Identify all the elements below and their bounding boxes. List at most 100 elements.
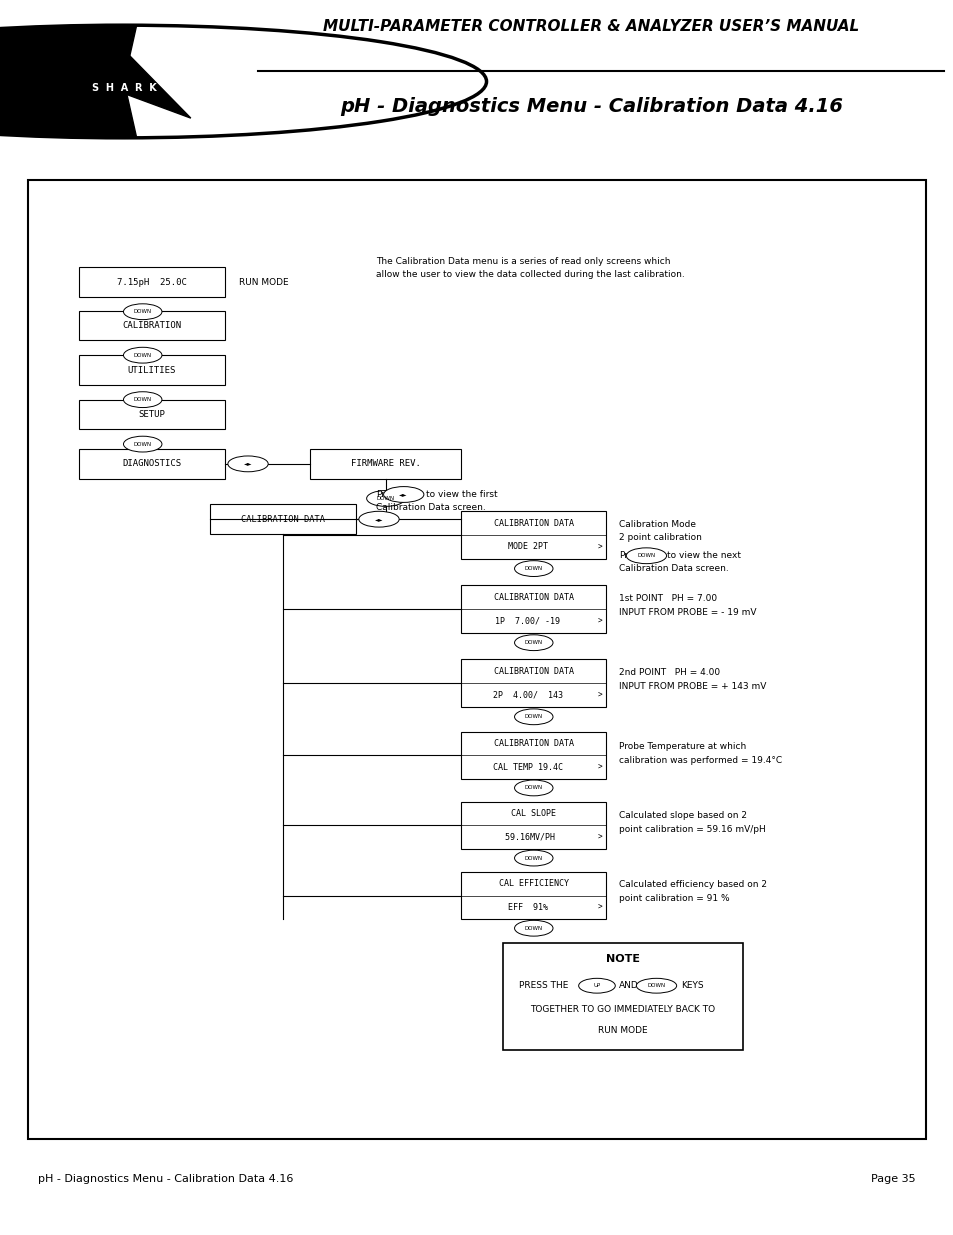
Text: CALIBRATION DATA: CALIBRATION DATA bbox=[494, 667, 573, 676]
Text: KEYS: KEYS bbox=[680, 982, 703, 990]
Text: to view the next: to view the next bbox=[667, 551, 740, 561]
Ellipse shape bbox=[514, 920, 553, 936]
Text: DOWN: DOWN bbox=[524, 714, 542, 719]
FancyBboxPatch shape bbox=[461, 731, 605, 779]
Text: DOWN: DOWN bbox=[637, 553, 655, 558]
FancyBboxPatch shape bbox=[78, 356, 225, 385]
Text: ◄►: ◄► bbox=[375, 516, 383, 521]
Text: ◄►: ◄► bbox=[399, 492, 408, 496]
Ellipse shape bbox=[636, 978, 676, 993]
Ellipse shape bbox=[578, 978, 615, 993]
Text: 1P  7.00/ -19: 1P 7.00/ -19 bbox=[495, 616, 560, 625]
Text: Calibration Mode: Calibration Mode bbox=[618, 520, 696, 529]
Text: calibration was performed = 19.4°C: calibration was performed = 19.4°C bbox=[618, 756, 781, 764]
Text: PRESS THE: PRESS THE bbox=[518, 982, 568, 990]
Ellipse shape bbox=[514, 850, 553, 866]
Text: DOWN: DOWN bbox=[524, 566, 542, 571]
Text: 1st POINT   PH = 7.00: 1st POINT PH = 7.00 bbox=[618, 594, 717, 603]
Circle shape bbox=[0, 25, 486, 138]
Text: S  H  A  R  K: S H A R K bbox=[91, 83, 156, 94]
FancyBboxPatch shape bbox=[78, 311, 225, 341]
Text: CALIBRATION: CALIBRATION bbox=[122, 321, 181, 330]
Text: CAL TEMP 19.4C: CAL TEMP 19.4C bbox=[493, 763, 562, 772]
Text: >: > bbox=[598, 763, 602, 772]
Text: RUN MODE: RUN MODE bbox=[238, 278, 288, 287]
Text: ◄►: ◄► bbox=[244, 462, 252, 467]
Text: CALIBRATION DATA: CALIBRATION DATA bbox=[494, 739, 573, 748]
Text: Calibration Data screen.: Calibration Data screen. bbox=[375, 503, 485, 511]
Text: 7.15pH  25.0C: 7.15pH 25.0C bbox=[117, 278, 187, 287]
FancyBboxPatch shape bbox=[29, 180, 924, 1139]
FancyBboxPatch shape bbox=[461, 585, 605, 632]
Text: 2nd POINT   PH = 4.00: 2nd POINT PH = 4.00 bbox=[618, 668, 720, 677]
Text: CAL EFFICIENCY: CAL EFFICIENCY bbox=[498, 879, 568, 888]
Ellipse shape bbox=[514, 709, 553, 725]
Text: AND: AND bbox=[618, 982, 639, 990]
Text: TOGETHER TO GO IMMEDIATELY BACK TO: TOGETHER TO GO IMMEDIATELY BACK TO bbox=[530, 1005, 715, 1014]
Text: >: > bbox=[598, 542, 602, 551]
Text: INPUT FROM PROBE = - 19 mV: INPUT FROM PROBE = - 19 mV bbox=[618, 608, 756, 616]
Text: allow the user to view the data collected during the last calibration.: allow the user to view the data collecte… bbox=[375, 269, 684, 279]
FancyBboxPatch shape bbox=[461, 659, 605, 706]
FancyBboxPatch shape bbox=[461, 511, 605, 558]
Text: SETUP: SETUP bbox=[138, 410, 165, 419]
FancyBboxPatch shape bbox=[78, 267, 225, 296]
Text: >: > bbox=[598, 690, 602, 699]
FancyBboxPatch shape bbox=[78, 450, 225, 479]
Text: EFF  91%: EFF 91% bbox=[507, 903, 547, 911]
Text: >: > bbox=[598, 903, 602, 911]
Text: point calibration = 59.16 mV/pH: point calibration = 59.16 mV/pH bbox=[618, 825, 765, 834]
Text: DIAGNOSTICS: DIAGNOSTICS bbox=[122, 459, 181, 468]
Text: DOWN: DOWN bbox=[524, 640, 542, 645]
Text: CALIBRATION DATA: CALIBRATION DATA bbox=[494, 593, 573, 601]
Polygon shape bbox=[110, 36, 191, 119]
Text: DOWN: DOWN bbox=[133, 353, 152, 358]
Text: Calculated slope based on 2: Calculated slope based on 2 bbox=[618, 811, 746, 820]
Text: DOWN: DOWN bbox=[133, 398, 152, 403]
Wedge shape bbox=[0, 25, 136, 138]
Text: Calibration Data screen.: Calibration Data screen. bbox=[618, 564, 728, 573]
Text: point calibration = 91 %: point calibration = 91 % bbox=[618, 894, 729, 903]
Text: DOWN: DOWN bbox=[647, 983, 665, 988]
Text: DOWN: DOWN bbox=[133, 442, 152, 447]
Text: Press: Press bbox=[375, 490, 399, 499]
Text: UTILITIES: UTILITIES bbox=[128, 366, 176, 374]
Text: MULTI-PARAMETER CONTROLLER & ANALYZER USER’S MANUAL: MULTI-PARAMETER CONTROLLER & ANALYZER US… bbox=[323, 20, 859, 35]
FancyBboxPatch shape bbox=[461, 802, 605, 850]
Ellipse shape bbox=[514, 781, 553, 795]
Ellipse shape bbox=[123, 436, 162, 452]
Text: DOWN: DOWN bbox=[524, 785, 542, 790]
Text: NOTE: NOTE bbox=[605, 955, 639, 965]
Text: DOWN: DOWN bbox=[524, 926, 542, 931]
Text: 2P  4.00/  143: 2P 4.00/ 143 bbox=[493, 690, 562, 699]
Text: UP: UP bbox=[593, 983, 600, 988]
FancyBboxPatch shape bbox=[310, 450, 461, 479]
Text: FIRMWARE REV.: FIRMWARE REV. bbox=[351, 459, 420, 468]
Text: pH - Diagnostics Menu - Calibration Data 4.16: pH - Diagnostics Menu - Calibration Data… bbox=[38, 1173, 294, 1184]
Ellipse shape bbox=[358, 511, 398, 527]
Text: The Calibration Data menu is a series of read only screens which: The Calibration Data menu is a series of… bbox=[375, 257, 670, 266]
Text: RUN MODE: RUN MODE bbox=[598, 1026, 647, 1035]
Ellipse shape bbox=[123, 304, 162, 320]
Text: to view the first: to view the first bbox=[425, 490, 497, 499]
Text: >: > bbox=[598, 832, 602, 842]
Text: CALIBRATION DATA: CALIBRATION DATA bbox=[494, 519, 573, 527]
Ellipse shape bbox=[228, 456, 268, 472]
Text: Page 35: Page 35 bbox=[870, 1173, 915, 1184]
Ellipse shape bbox=[123, 391, 162, 408]
Text: Press: Press bbox=[618, 551, 642, 561]
Text: Calculated efficiency based on 2: Calculated efficiency based on 2 bbox=[618, 881, 766, 889]
Ellipse shape bbox=[366, 490, 405, 506]
FancyBboxPatch shape bbox=[78, 400, 225, 430]
Text: DOWN: DOWN bbox=[376, 496, 395, 501]
Text: Probe Temperature at which: Probe Temperature at which bbox=[618, 742, 745, 751]
Ellipse shape bbox=[383, 487, 423, 503]
Text: CALIBRATION DATA: CALIBRATION DATA bbox=[240, 515, 325, 524]
Text: >: > bbox=[598, 616, 602, 625]
Text: INPUT FROM PROBE = + 143 mV: INPUT FROM PROBE = + 143 mV bbox=[618, 682, 765, 690]
Text: MODE 2PT: MODE 2PT bbox=[507, 542, 547, 551]
Ellipse shape bbox=[625, 548, 666, 563]
Text: pH - Diagnostics Menu - Calibration Data 4.16: pH - Diagnostics Menu - Calibration Data… bbox=[339, 98, 842, 116]
Ellipse shape bbox=[514, 561, 553, 577]
Text: 2 point calibration: 2 point calibration bbox=[618, 534, 701, 542]
